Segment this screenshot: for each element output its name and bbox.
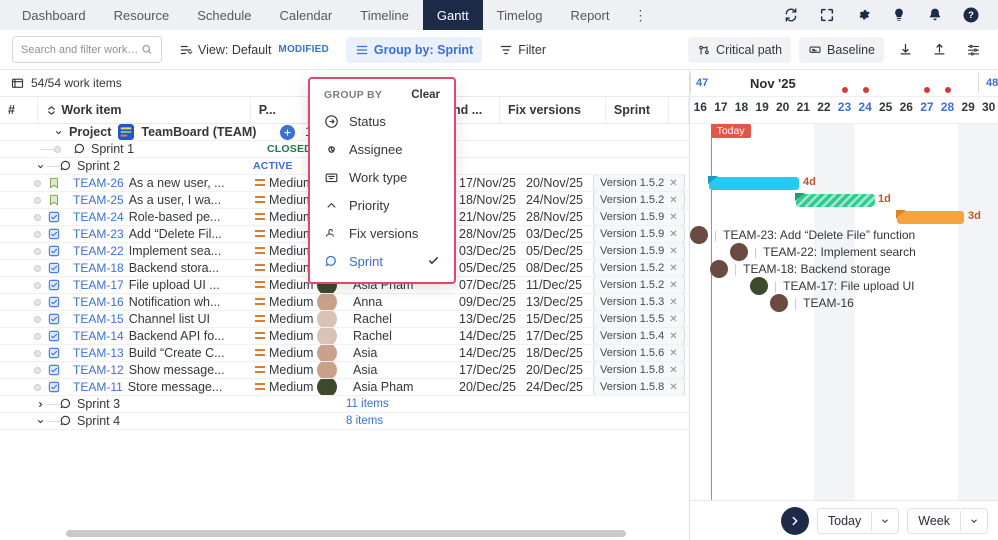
svg-text:?: ? <box>968 10 974 20</box>
